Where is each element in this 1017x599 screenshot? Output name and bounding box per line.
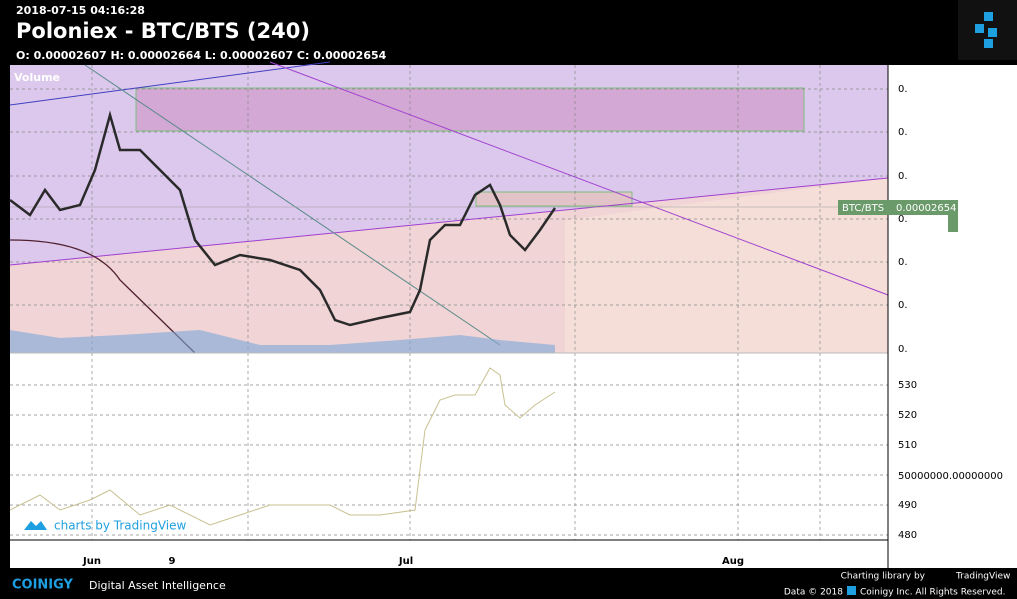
logo (975, 12, 997, 48)
price-tag-value: 0.00002654 (896, 203, 956, 214)
coinigy-icon (847, 586, 856, 595)
rights: Coinigy Inc. All Rights Reserved. (860, 588, 1005, 598)
indicator-axis-label: 480 (898, 530, 917, 541)
trendline (84, 64, 501, 346)
indicator-axis: 530 520 510 50000000.00000000 490 480 (898, 380, 1003, 541)
volume-area (10, 330, 555, 353)
volume-label: Volume (14, 71, 60, 84)
watermark-icon (24, 521, 47, 530)
brand: COINIGY (12, 578, 74, 593)
price-series (9, 110, 557, 327)
tagline: Digital Asset Intelligence (89, 579, 226, 592)
time-axis-label: Jun (82, 556, 101, 567)
ohlc: O: 0.00002607 H: 0.00002664 L: 0.0000260… (16, 49, 387, 62)
indicator-axis-label: 530 (898, 380, 917, 391)
trendline (9, 61, 331, 106)
indicator-axis-label: 520 (898, 410, 917, 421)
moving-average (9, 239, 196, 354)
time-axis-label: Jul (398, 556, 413, 567)
price-tag-tail (948, 215, 958, 232)
charting-by: Charting library by (841, 572, 926, 582)
price-axis-label: 0. (898, 257, 908, 268)
indicator-axis-label: 510 (898, 440, 917, 451)
timestamp: 2018-07-15 04:16:28 (16, 4, 145, 17)
grid (10, 65, 888, 540)
time-axis-label: Aug (722, 556, 744, 567)
right-fill (565, 178, 888, 353)
watermark: charts by TradingView (54, 519, 186, 533)
time-axis-label: 9 (169, 556, 176, 567)
indicator-axis-label: 50000000.00000000 (898, 471, 1003, 482)
price-axis: 0. 0. 0. 0. 0. 0. 0. (898, 84, 908, 355)
price-axis-label: 0. (898, 84, 908, 95)
trendline (9, 177, 889, 266)
data-year: Data © 2018 (784, 588, 843, 598)
price-axis-label: 0. (898, 127, 908, 138)
zone-box (135, 87, 805, 132)
price-axis-label: 0. (898, 171, 908, 182)
trendline (269, 61, 889, 296)
tradingview: TradingView (955, 572, 1010, 582)
price-tag-symbol: BTC/BTS (842, 203, 884, 214)
price-axis-label: 0. (898, 300, 908, 311)
logo-box (958, 0, 1017, 60)
price-tag (838, 200, 958, 215)
time-axis: Jun 9 Jul Aug (82, 556, 744, 567)
price-axis-label: 0. (898, 344, 908, 355)
indicator-series (9, 367, 556, 526)
price-axis-label: 0. (898, 214, 908, 225)
indicator-axis-label: 490 (898, 500, 917, 511)
title: Poloniex - BTC/BTS (240) (16, 19, 310, 43)
